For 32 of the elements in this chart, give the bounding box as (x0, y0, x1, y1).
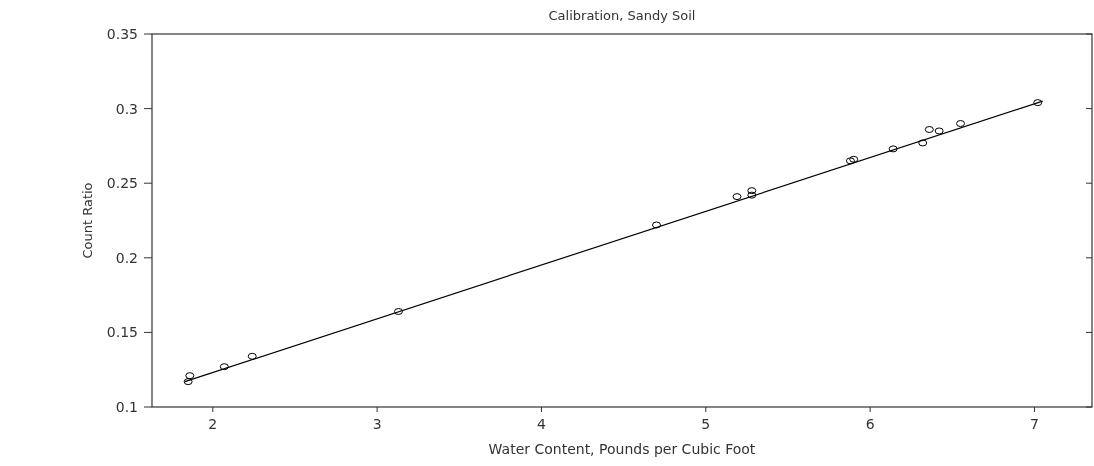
point (747, 191, 757, 199)
y-tick-label: 0.1 (115, 399, 138, 415)
y-tick-label: 0.25 (106, 175, 138, 192)
point (247, 352, 257, 360)
point (956, 120, 966, 128)
point (888, 145, 898, 153)
y-tick-label: 0.15 (106, 324, 138, 341)
chart-title: Calibration, Sandy Soil (548, 8, 696, 23)
point (849, 155, 859, 163)
y-tick-label: 0.3 (115, 100, 138, 117)
point (183, 378, 193, 386)
x-tick-label: 4 (537, 416, 547, 432)
y-tick-label: 0.2 (115, 249, 138, 266)
point (934, 127, 944, 135)
y-tick-label: 0.35 (106, 26, 138, 42)
x-tick-label: 3 (372, 416, 382, 432)
x-tick-label: 6 (865, 416, 875, 432)
x-tick-label: 7 (1030, 416, 1039, 432)
point (845, 157, 855, 165)
x-tick-label: 5 (701, 416, 711, 432)
point (652, 221, 662, 229)
point (1033, 99, 1043, 107)
point (924, 125, 934, 133)
point (732, 193, 742, 201)
y-axis-title: Count Ratio (80, 182, 95, 259)
x-axis-title: Water Content, Pounds per Cubic Foot (488, 441, 756, 457)
point (918, 139, 928, 147)
point (219, 363, 229, 371)
point (747, 187, 757, 195)
x-tick-label: 2 (208, 416, 218, 432)
point (394, 308, 403, 316)
point (185, 372, 195, 380)
